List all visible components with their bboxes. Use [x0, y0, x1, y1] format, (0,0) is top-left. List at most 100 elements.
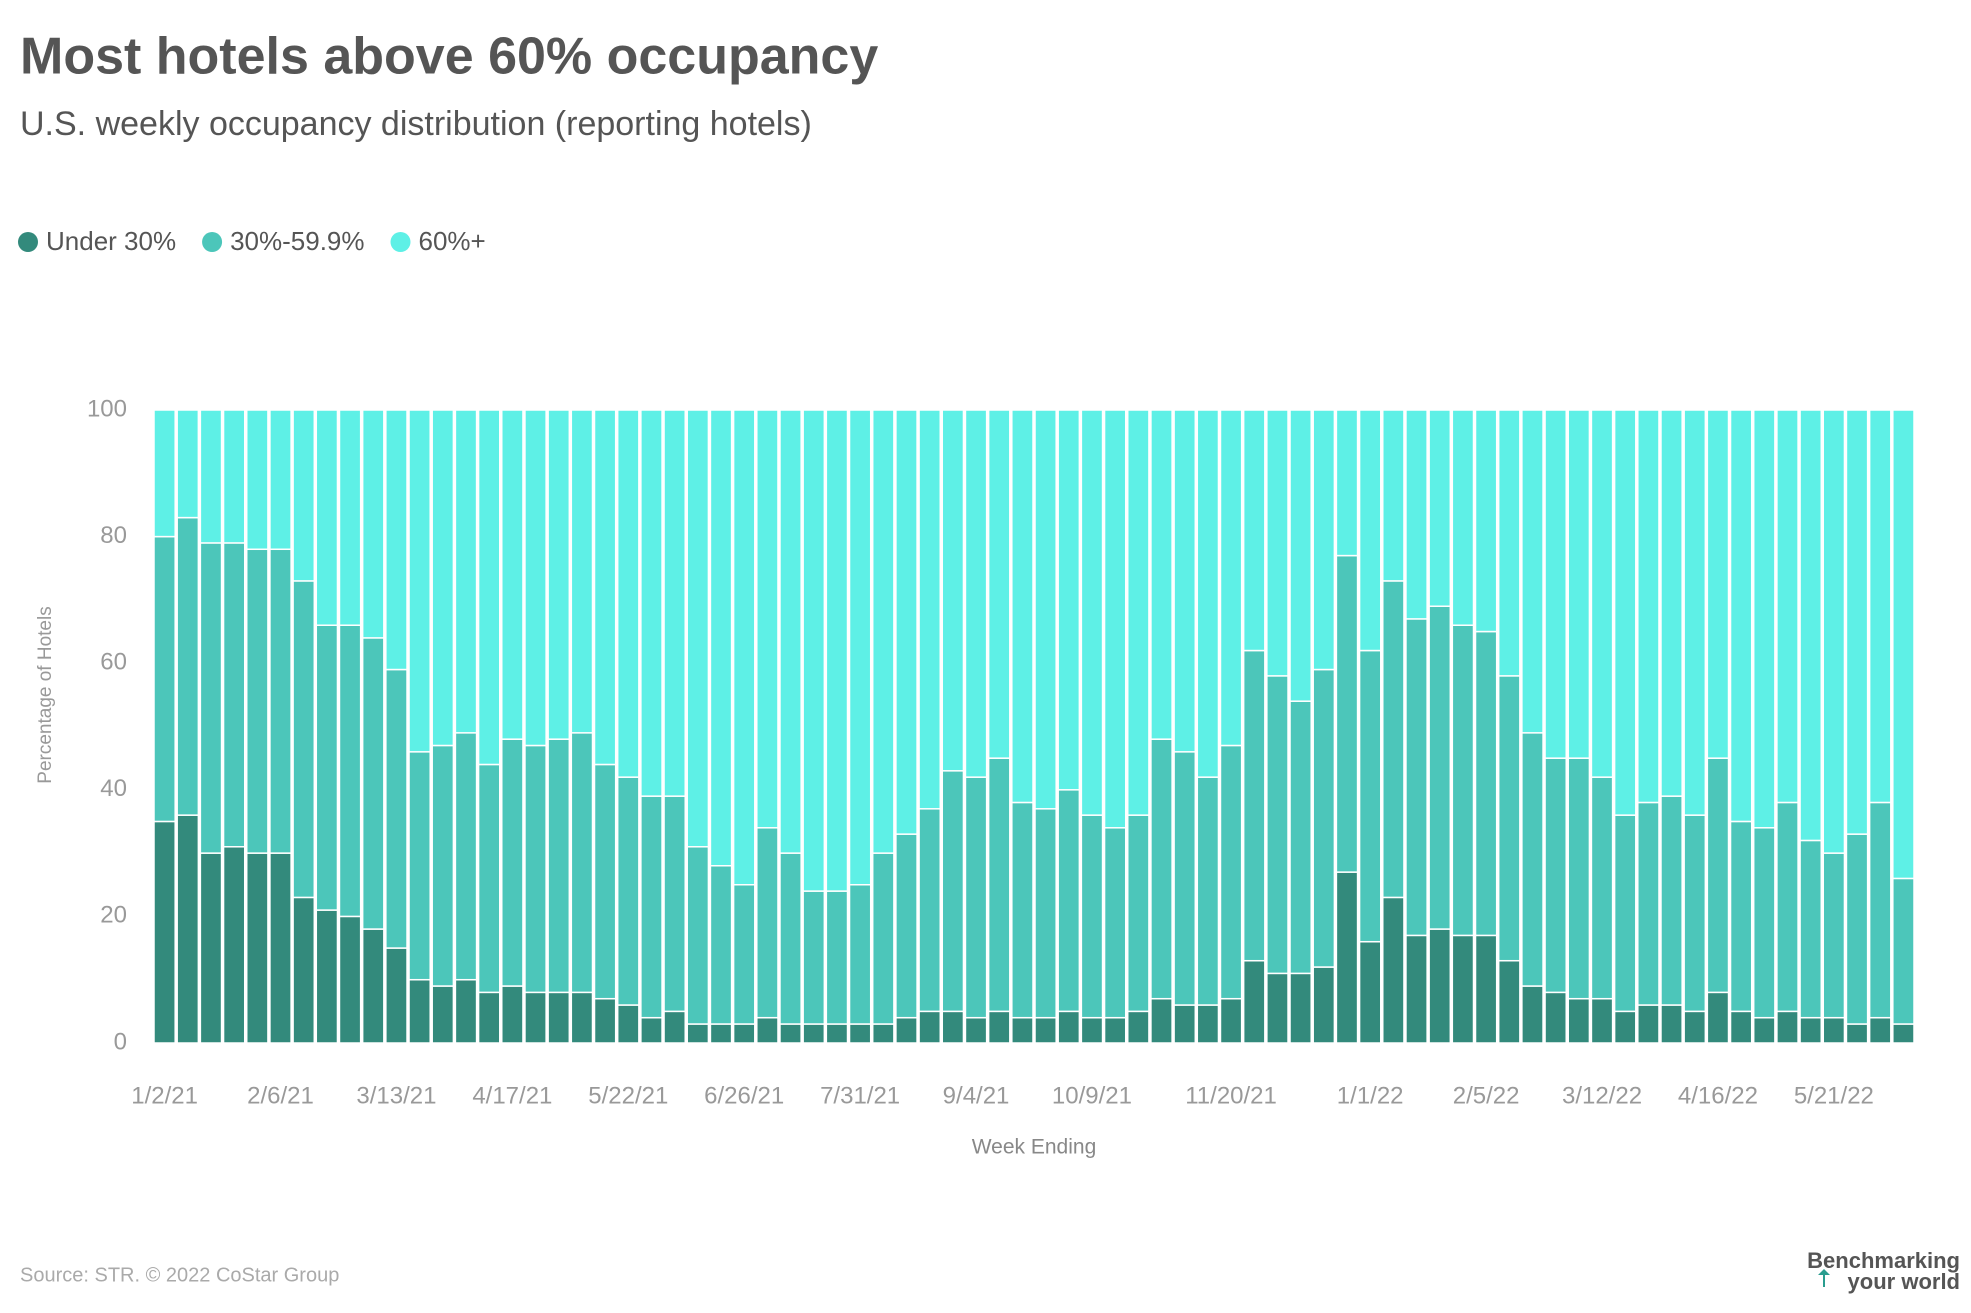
bar-segment	[1497, 959, 1521, 1044]
bar-segment	[1173, 409, 1197, 753]
legend-label: Under 30%	[46, 226, 176, 256]
bar-segment	[1567, 757, 1591, 1000]
bar-segment	[1126, 1010, 1150, 1044]
bar-segment	[245, 409, 269, 551]
bar-segment	[1544, 757, 1567, 994]
bar-segment	[1080, 814, 1104, 1019]
bar-segment	[1126, 409, 1150, 816]
bar-segment	[616, 1004, 640, 1044]
bar-segment	[153, 409, 176, 538]
bar-segment	[222, 409, 246, 544]
bar-segment	[1544, 991, 1567, 1044]
bar-segment	[1752, 1016, 1776, 1044]
y-tick-label: 0	[114, 1028, 127, 1055]
bar-segment	[1335, 409, 1359, 557]
bar-segment	[315, 909, 339, 1044]
bar-segment	[1103, 1016, 1127, 1044]
x-tick-label: 3/13/21	[356, 1082, 436, 1109]
bar-segment	[1428, 928, 1452, 1044]
bar-segment	[802, 890, 826, 1025]
bar-segment	[616, 776, 640, 1006]
y-tick-label: 80	[100, 522, 127, 549]
bar-segment	[1173, 1004, 1197, 1044]
bar-segment	[1150, 997, 1173, 1044]
x-tick-label: 1/1/22	[1337, 1082, 1404, 1109]
bar-segment	[825, 409, 849, 892]
legend-marker	[18, 232, 38, 252]
x-axis-label: Week Ending	[972, 1136, 1097, 1159]
bar-segment	[1892, 877, 1915, 1025]
bar-segment	[825, 1023, 849, 1044]
bar-segment	[1683, 1010, 1707, 1044]
bar-segment	[245, 548, 269, 854]
bar-segment	[1752, 409, 1776, 829]
bar-segment	[1590, 409, 1614, 778]
source: Source: STR. © 2022 CoStar Group	[20, 1264, 339, 1286]
bar-segment	[640, 1016, 663, 1044]
bar-segment	[964, 409, 988, 778]
bar-segment	[1034, 409, 1057, 810]
bar-segment	[825, 890, 849, 1025]
bar-segment	[1196, 409, 1220, 778]
bar-segment	[779, 1023, 802, 1044]
bar-segment	[1266, 409, 1289, 677]
bar-segment	[1845, 1023, 1869, 1044]
bar-segment	[1150, 409, 1173, 740]
bar-segment	[1637, 801, 1660, 1006]
bar-segment	[964, 776, 988, 1019]
bar-segment	[1613, 814, 1637, 1013]
bar-segment	[361, 409, 385, 639]
x-tick-label: 5/21/22	[1794, 1082, 1874, 1109]
bar-segment	[315, 409, 339, 626]
bar-segment	[1776, 409, 1799, 804]
bar-segment	[570, 409, 594, 734]
x-tick-label: 1/2/21	[131, 1082, 198, 1109]
bar-segment	[756, 1016, 779, 1044]
x-tick-label: 4/17/21	[472, 1082, 552, 1109]
bar-segment	[1011, 801, 1034, 1019]
y-tick-label: 40	[100, 775, 127, 802]
bar-segment	[1242, 959, 1266, 1044]
bar-segment	[1150, 738, 1173, 1000]
bar-segment	[477, 409, 501, 766]
bar-segment	[1289, 409, 1312, 702]
x-tick-label: 5/22/21	[588, 1082, 668, 1109]
bar-segment	[1776, 801, 1799, 1013]
bar-segment	[1335, 554, 1359, 873]
bar-segment	[732, 409, 756, 886]
bar-segment	[547, 738, 571, 994]
bar-segment	[199, 409, 223, 544]
bar-segment	[732, 1023, 756, 1044]
bar-segment	[176, 409, 200, 519]
bar-segment	[1103, 827, 1127, 1019]
bar-segment	[1822, 852, 1846, 1019]
bar-segment	[1358, 940, 1382, 1044]
bar-segment	[524, 744, 547, 994]
bar-segment	[1868, 1016, 1892, 1044]
bar-segment	[501, 985, 524, 1044]
bar-segment	[408, 978, 431, 1044]
bar-segment	[1312, 668, 1336, 968]
bar-segment	[1845, 409, 1869, 835]
bar-segment	[1382, 409, 1405, 582]
bar-segment	[385, 668, 408, 949]
x-tick-label: 4/16/22	[1678, 1082, 1758, 1109]
bar-segment	[1613, 1010, 1637, 1044]
bar-segment	[431, 744, 455, 987]
bar-segment	[1799, 839, 1823, 1019]
bar-segment	[153, 535, 176, 823]
bar-segment	[871, 852, 895, 1025]
bar-segment	[501, 738, 524, 987]
bar-segment	[431, 409, 455, 747]
bar-segment	[1080, 409, 1104, 816]
bar-segment	[918, 409, 942, 810]
legend-label: 30%-59.9%	[230, 226, 364, 256]
y-tick-label: 100	[87, 395, 127, 422]
bar-segment	[1729, 409, 1753, 823]
bar-segment	[1405, 409, 1428, 620]
legend-marker	[390, 232, 411, 252]
bar-segment	[1057, 1010, 1081, 1044]
bar-segment	[1521, 409, 1544, 734]
bar-segment	[1358, 649, 1382, 943]
